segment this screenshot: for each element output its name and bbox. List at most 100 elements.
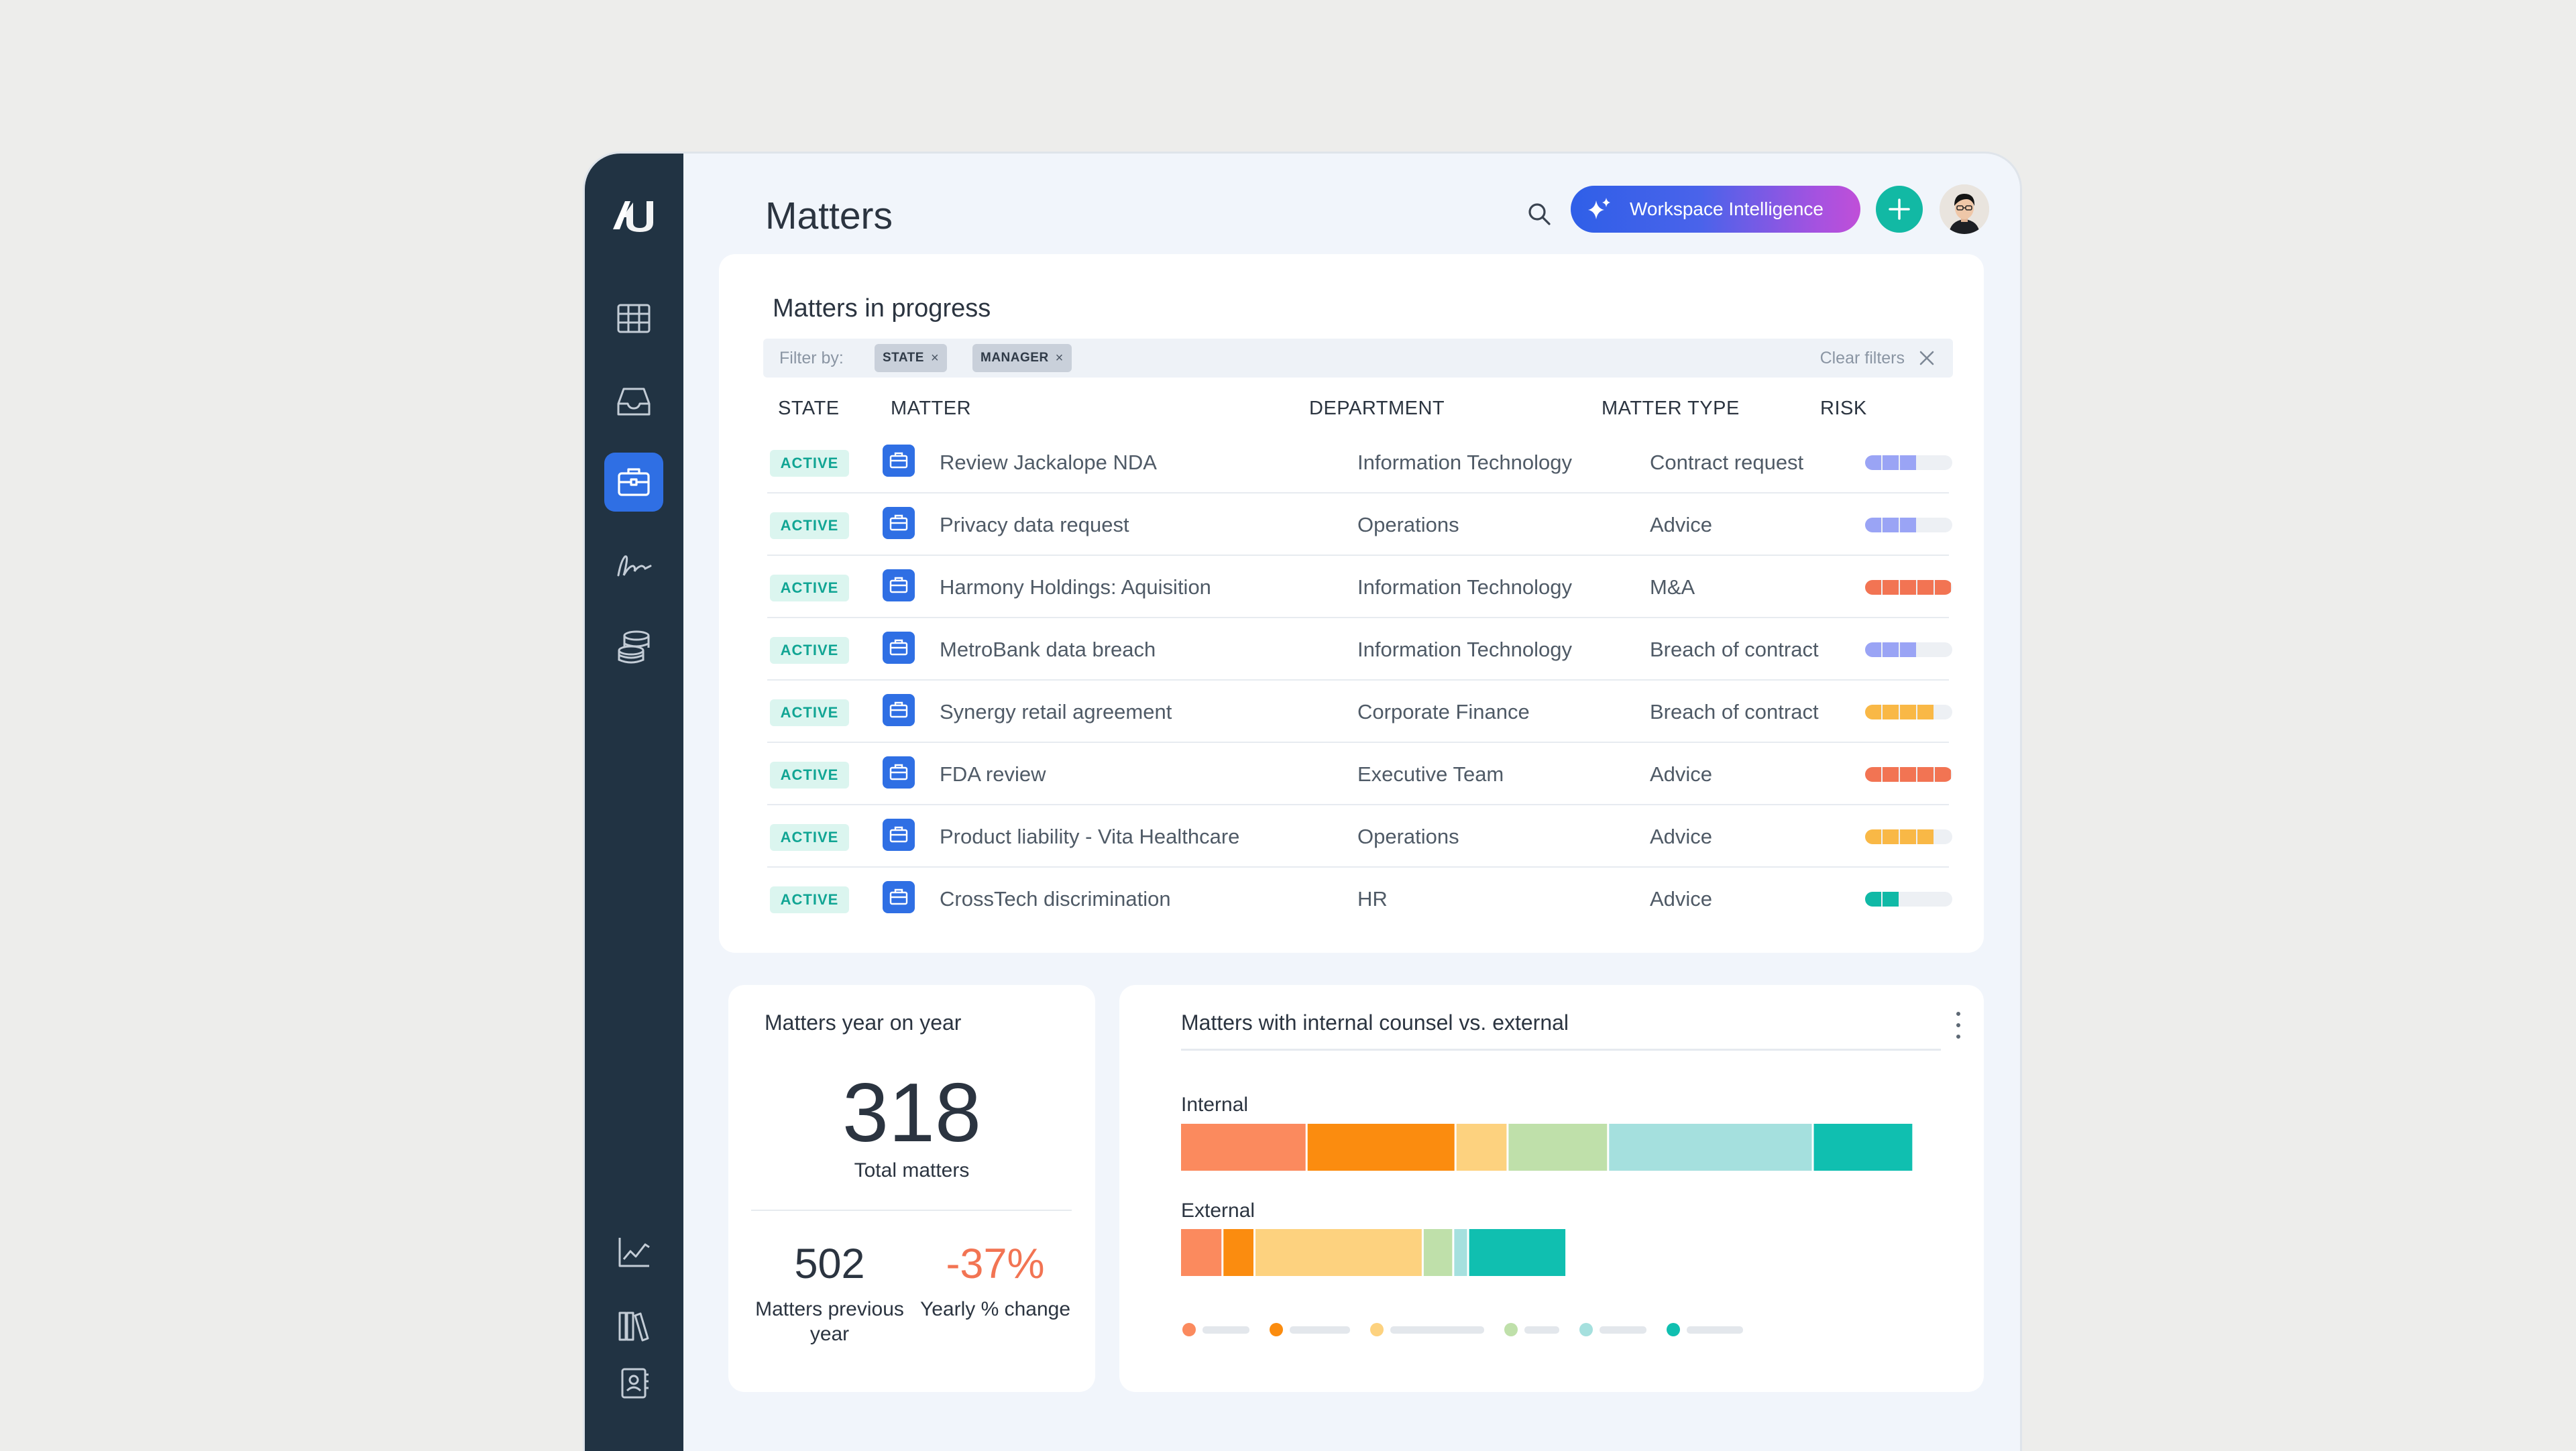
risk-segment	[1917, 767, 1934, 782]
risk-meter	[1865, 705, 1952, 719]
risk-meter	[1865, 642, 1952, 657]
risk-meter	[1865, 518, 1952, 532]
matter-type: Breach of contract	[1650, 638, 1819, 661]
filter-bar: Filter by: STATE × MANAGER × Clear filters	[763, 339, 1953, 378]
status-badge: ACTIVE	[770, 699, 849, 726]
more-options-icon[interactable]	[1952, 1012, 1965, 1039]
matter-name[interactable]: Synergy retail agreement	[940, 700, 1172, 723]
column-header-matter[interactable]: MATTER	[891, 398, 972, 419]
remove-filter-icon[interactable]: ×	[1055, 350, 1064, 365]
matter-name[interactable]: MetroBank data breach	[940, 638, 1156, 661]
workspace-intelligence-label: Workspace Intelligence	[1630, 198, 1824, 219]
previous-year-label: Matters previous year	[755, 1298, 904, 1345]
matters-card-title: Matters in progress	[773, 294, 991, 323]
filter-chip-state[interactable]: STATE ×	[875, 344, 948, 372]
grid-icon[interactable]	[604, 289, 663, 348]
bar-segment[interactable]	[1609, 1124, 1812, 1171]
database-icon[interactable]	[604, 618, 663, 677]
table-row[interactable]: ACTIVE FDA review Executive Team Advice	[767, 742, 1952, 805]
department: Executive Team	[1357, 762, 1504, 786]
bar-segment[interactable]	[1508, 1124, 1608, 1171]
remove-filter-icon[interactable]: ×	[930, 350, 940, 365]
bar-label-internal: Internal	[1181, 1094, 1249, 1116]
bar-segment[interactable]	[1255, 1229, 1422, 1276]
briefcase-icon[interactable]	[604, 453, 663, 512]
risk-segment	[1917, 580, 1934, 595]
risk-segment	[1900, 455, 1916, 470]
counsel-card-title: Matters with internal counsel vs. extern…	[1181, 1010, 1569, 1035]
clear-filters-link[interactable]: Clear filters	[1819, 349, 1905, 367]
legend-label-placeholder	[1600, 1326, 1646, 1334]
bar-segment[interactable]	[1307, 1124, 1455, 1171]
table-row[interactable]: ACTIVE CrossTech discrimination HR Advic…	[767, 866, 1952, 929]
bar-segment[interactable]	[1454, 1229, 1467, 1276]
matter-name[interactable]: FDA review	[940, 762, 1046, 786]
filter-chip-manager[interactable]: MANAGER ×	[972, 344, 1072, 372]
risk-segment	[1865, 642, 1881, 657]
matter-name[interactable]: Harmony Holdings: Aquisition	[940, 575, 1211, 599]
risk-segment	[1865, 580, 1881, 595]
department: Information Technology	[1357, 638, 1572, 661]
matter-name[interactable]: Review Jackalope NDA	[940, 451, 1157, 474]
matter-name[interactable]: Product liability - Vita Healthcare	[940, 825, 1240, 848]
column-header-state[interactable]: STATE	[778, 398, 840, 419]
risk-segment	[1865, 518, 1881, 532]
chart-icon[interactable]	[604, 1222, 663, 1281]
legend-swatch	[1182, 1323, 1196, 1336]
legend-label-placeholder	[1687, 1326, 1743, 1334]
table-row[interactable]: ACTIVE Product liability - Vita Healthca…	[767, 804, 1952, 868]
matters-year-on-year-card: Matters year on year 318 Total matters 5…	[728, 985, 1095, 1392]
status-badge: ACTIVE	[770, 762, 849, 789]
bar-segment[interactable]	[1181, 1124, 1306, 1171]
status-badge: ACTIVE	[770, 450, 849, 477]
risk-segment	[1883, 892, 1899, 907]
department: Operations	[1357, 825, 1459, 848]
department: Operations	[1357, 513, 1459, 536]
legend-label-placeholder	[1202, 1326, 1249, 1334]
bar-segment[interactable]	[1223, 1229, 1253, 1276]
table-row[interactable]: ACTIVE Harmony Holdings: Aquisition Info…	[767, 555, 1952, 618]
matter-type: M&A	[1650, 575, 1695, 599]
yoy-card-title: Matters year on year	[765, 1010, 962, 1035]
matter-name[interactable]: Privacy data request	[940, 513, 1129, 536]
bar-segment[interactable]	[1423, 1229, 1453, 1276]
workspace-intelligence-button[interactable]: Workspace Intelligence	[1571, 186, 1860, 233]
status-badge: ACTIVE	[770, 512, 849, 539]
add-button[interactable]	[1876, 186, 1923, 233]
briefcase-icon	[883, 445, 915, 477]
matter-type: Advice	[1650, 887, 1713, 911]
column-header-risk[interactable]: RISK	[1820, 398, 1867, 419]
risk-segment	[1883, 580, 1899, 595]
matter-name[interactable]: CrossTech discrimination	[940, 887, 1171, 911]
matter-type: Advice	[1650, 825, 1713, 848]
bar-segment[interactable]	[1181, 1229, 1222, 1276]
briefcase-icon	[883, 569, 915, 601]
contacts-icon[interactable]	[604, 1354, 663, 1413]
library-icon[interactable]	[604, 1296, 663, 1355]
stacked-bar-external	[1181, 1229, 1566, 1276]
matter-type: Advice	[1650, 762, 1713, 786]
signature-icon[interactable]	[604, 536, 663, 595]
table-row[interactable]: ACTIVE Synergy retail agreement Corporat…	[767, 679, 1952, 743]
matters-in-progress-card: Matters in progress Filter by: STATE × MA…	[719, 254, 1984, 953]
column-header-department[interactable]: DEPARTMENT	[1309, 398, 1445, 419]
app-logo-icon[interactable]	[604, 185, 663, 244]
column-header-matter-type[interactable]: MATTER TYPE	[1602, 398, 1740, 419]
risk-segment	[1900, 642, 1916, 657]
table-row[interactable]: ACTIVE MetroBank data breach Information…	[767, 617, 1952, 681]
table-row[interactable]: ACTIVE Review Jackalope NDA Information …	[767, 430, 1952, 494]
status-badge: ACTIVE	[770, 886, 849, 913]
close-icon[interactable]	[1917, 348, 1937, 368]
bar-segment[interactable]	[1456, 1124, 1507, 1171]
search-icon[interactable]	[1519, 194, 1559, 234]
plus-icon	[1889, 198, 1910, 220]
risk-segment	[1900, 580, 1916, 595]
department: Corporate Finance	[1357, 700, 1530, 723]
stacked-bar-internal	[1181, 1124, 1913, 1171]
bar-segment[interactable]	[1813, 1124, 1913, 1171]
avatar[interactable]	[1940, 184, 1989, 234]
bar-segment[interactable]	[1469, 1229, 1566, 1276]
inbox-icon[interactable]	[604, 372, 663, 431]
divider	[1181, 1049, 1941, 1051]
table-row[interactable]: ACTIVE Privacy data request Operations A…	[767, 492, 1952, 556]
